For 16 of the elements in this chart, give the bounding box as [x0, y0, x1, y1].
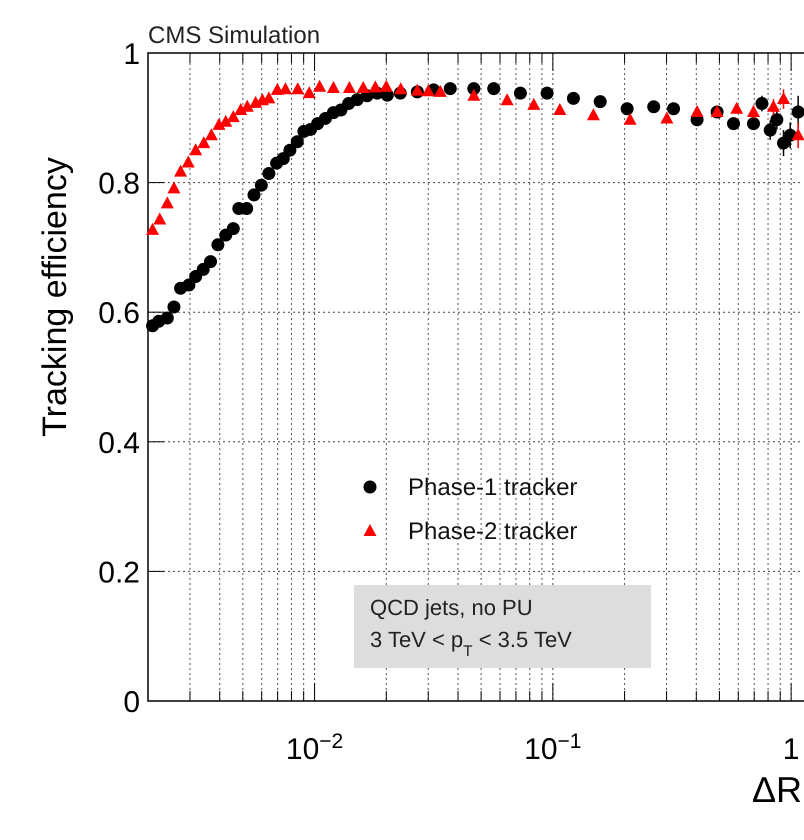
annotation: 3 TeV < p$_{T}$ < 3.5 TeV — [370, 627, 572, 660]
y-tick-label: 0.2 — [98, 556, 140, 590]
y-tick-label: 0.6 — [98, 297, 140, 330]
legend-label: Phase-1 tracker — [408, 474, 578, 501]
x-tick-label: 1 — [782, 733, 800, 766]
y-tick-label: 0 — [123, 686, 140, 719]
chart-title: CMS Simulation — [148, 22, 320, 49]
y-tick-label: 0.8 — [98, 168, 140, 201]
x-tick-label: 10$^{−1}$ — [524, 730, 582, 766]
annotation: QCD jets, no PU — [370, 595, 533, 620]
y-tick-label: 0.4 — [98, 426, 140, 460]
x-tick-label: 10$^{−2}$ — [286, 730, 344, 766]
y-axis-title: Tracking efficiency — [36, 157, 74, 437]
y-tick-label: 1 — [123, 38, 140, 71]
legend-label: Phase-2 tracker — [408, 518, 578, 545]
x-axis-title: ΔR — [752, 769, 802, 810]
